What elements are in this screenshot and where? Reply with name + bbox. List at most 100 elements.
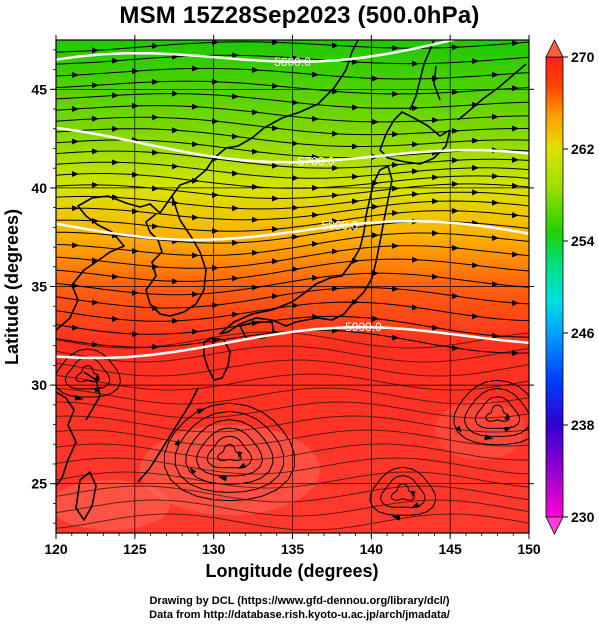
y-tick-label: 30: [31, 377, 47, 393]
streamline-arrow: [292, 99, 299, 106]
streamline-arrow: [312, 274, 319, 281]
streamline-arrow: [174, 438, 180, 447]
streamline-arrow: [92, 47, 99, 54]
streamline-arrow: [412, 304, 419, 311]
streamline-arrow: [352, 104, 359, 111]
streamline: [56, 191, 529, 210]
streamline-arrow: [472, 58, 479, 65]
streamline-arrow: [432, 273, 439, 280]
x-tick-label: 125: [123, 541, 147, 557]
streamline-arrow: [212, 118, 219, 125]
streamline-arrow: [432, 117, 439, 124]
streamline-swirl: [463, 387, 529, 437]
streamline-swirl: [369, 466, 437, 516]
streamline-arrow: [412, 256, 419, 263]
streamline-arrow: [512, 85, 519, 92]
streamline: [56, 345, 529, 363]
streamline-swirl: [453, 379, 529, 446]
streamline-arrow: [212, 78, 219, 85]
contour-label: 5700.0: [298, 154, 335, 168]
streamline-arrow: [432, 230, 439, 237]
streamline-arrow: [292, 233, 299, 240]
streamline-arrow: [452, 157, 459, 164]
colorbar-tick-label: 238: [571, 417, 595, 433]
colorbar-ticks: 230 238 246 254 262 270: [563, 49, 595, 525]
streamline-arrow: [152, 149, 159, 156]
streamline-arrow: [312, 184, 319, 191]
streamline-arrow: [452, 345, 459, 352]
x-tick-label: 150: [517, 541, 541, 557]
streamline-arrow: [484, 434, 494, 440]
streamline-arrow: [512, 125, 519, 132]
streamline-arrow: [112, 273, 119, 280]
streamline-arrow: [272, 195, 279, 202]
streamline: [56, 128, 529, 147]
streamline-arrow: [503, 426, 513, 433]
streamline-arrow: [172, 317, 179, 324]
y-tick-label: 35: [31, 279, 47, 295]
map-title: MSM 15Z28Sep2023 (500.0hPa): [119, 2, 480, 29]
streamline: [56, 272, 529, 296]
streamline-arrow: [192, 65, 199, 72]
streamline: [56, 443, 529, 461]
streamline-swirl: [195, 427, 263, 477]
streamline-arrow: [152, 78, 159, 85]
credit-data: Data from http://database.rish.kyoto-u.a…: [149, 609, 450, 621]
y-tick-label: 40: [31, 180, 47, 196]
streamline: [56, 499, 529, 517]
streamline-arrow: [472, 137, 479, 144]
height-contour: [56, 325, 529, 360]
streamline-arrow: [392, 285, 399, 292]
streamline-arrow: [272, 293, 279, 300]
streamline-arrow: [472, 262, 479, 269]
streamline-arrow: [472, 164, 479, 171]
streamline-arrow: [392, 90, 399, 97]
streamline-arrow: [312, 212, 319, 219]
streamline-arrow: [217, 475, 228, 482]
streamline-arrow: [452, 89, 459, 96]
streamline-arrow: [132, 331, 139, 338]
streamline: [56, 258, 529, 282]
streamline-arrow: [332, 218, 339, 225]
streamline-arrow: [72, 105, 79, 112]
streamline-swirl: [163, 402, 295, 502]
streamline-swirl: [217, 443, 242, 462]
streamline-arrow: [252, 284, 259, 291]
streamline-swirl: [185, 419, 274, 485]
streamline-arrow: [372, 315, 379, 322]
streamline-arrow: [92, 181, 99, 188]
streamline: [56, 301, 529, 322]
x-tick-label: 120: [44, 541, 68, 557]
coastlines: [56, 40, 527, 521]
streamline-arrow: [352, 299, 359, 306]
streamline-arrow: [492, 113, 499, 120]
streamline-arrow: [132, 208, 139, 215]
streamline: [56, 457, 529, 475]
streamline-arrow: [172, 127, 179, 134]
streamline-arrow: [272, 226, 279, 233]
streamline-arrow: [472, 313, 479, 320]
streamline-arrow: [232, 170, 239, 177]
y-tick-label: 45: [31, 81, 47, 97]
streamline-arrow: [232, 239, 239, 246]
streamline-arrow: [232, 205, 239, 212]
x-axis-label: Longitude (degrees): [205, 561, 378, 581]
streamline-arrow: [392, 242, 399, 249]
contour-label: 5600.0: [250, 17, 287, 31]
streamline-swirl: [485, 404, 510, 422]
streamline-arrow: [372, 118, 379, 125]
streamline: [56, 513, 529, 531]
streamline: [56, 54, 529, 65]
streamline-arrow: [72, 72, 79, 79]
streamline-arrow: [512, 156, 519, 163]
colorbar-tick-label: 254: [571, 233, 595, 249]
streamline: [56, 105, 529, 123]
streamline-arrow: [192, 291, 199, 298]
streamline-arrow: [72, 282, 79, 289]
streamline-arrow: [152, 185, 159, 192]
streamline-arrow: [352, 59, 359, 66]
streamline-arrow: [72, 170, 79, 177]
streamline-arrow: [392, 210, 399, 217]
streamline: [56, 471, 529, 489]
streamline: [56, 173, 529, 189]
